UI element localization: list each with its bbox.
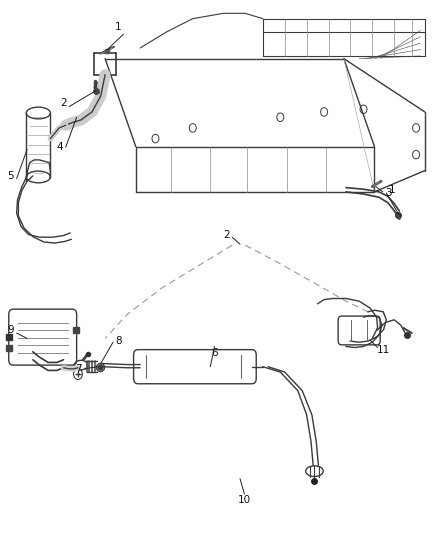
Text: 10: 10 [238,495,251,505]
Text: 11: 11 [377,345,390,354]
Text: 9: 9 [7,326,14,335]
Text: 1: 1 [115,22,122,31]
Text: 3: 3 [385,189,392,198]
Text: 2: 2 [223,230,230,239]
Text: 1: 1 [389,185,396,195]
Text: 2: 2 [60,99,67,108]
Text: 5: 5 [7,171,14,181]
Text: 8: 8 [115,336,122,346]
Text: 7: 7 [75,364,82,374]
Text: 6: 6 [211,348,218,358]
Text: 4: 4 [56,142,63,152]
